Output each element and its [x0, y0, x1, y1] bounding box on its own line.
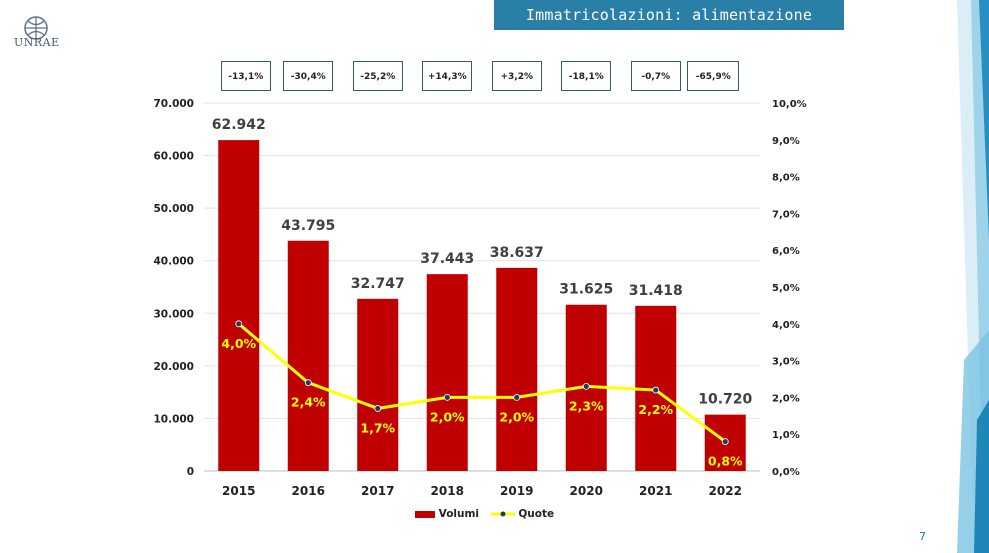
line-quote-label: 1,7% — [360, 420, 395, 435]
x-tick-label: 2018 — [431, 484, 464, 498]
logo-text: UNRAE — [14, 36, 60, 49]
y-right-tick-label: 9,0% — [772, 136, 800, 147]
bar-value-label: 62.942 — [212, 117, 266, 133]
legend-swatch-quote — [490, 511, 515, 517]
line-quote-point — [513, 393, 521, 401]
line-quote — [237, 322, 727, 443]
legend-label-volumi: Volumi — [438, 508, 480, 520]
yoy-change-box: -65,9% — [687, 61, 740, 91]
x-tick-label: 2021 — [639, 484, 672, 498]
legend-label-quote: Quote — [518, 508, 555, 520]
x-tick-label: 2015 — [222, 484, 255, 498]
line-quote-point — [304, 379, 312, 387]
bar-volumi — [218, 140, 260, 471]
line-quote-point — [652, 386, 660, 394]
line-quote-label: 4,0% — [221, 336, 256, 351]
x-tick-label: 2016 — [292, 484, 325, 498]
y-left-tick-label: 20.000 — [153, 361, 194, 373]
y-left-tick-label: 30.000 — [153, 308, 194, 320]
line-quote-point — [374, 405, 382, 412]
bar-value-label: 37.443 — [420, 251, 474, 267]
y-left-tick-label: 60.000 — [153, 151, 194, 163]
bar-volumi — [496, 267, 538, 471]
bar-value-label: 32.747 — [351, 276, 405, 292]
y-right-tick-label: 8,0% — [772, 173, 800, 184]
line-quote-label: 2,3% — [569, 398, 604, 413]
x-tick-label: 2020 — [570, 484, 603, 498]
y-left-tick-label: 40.000 — [153, 256, 194, 268]
x-tick-label: 2022 — [709, 484, 742, 498]
line-quote-label: 2,4% — [291, 395, 326, 410]
y-right-tick-label: 7,0% — [772, 209, 800, 220]
yoy-change-box: -13,1% — [220, 61, 271, 91]
x-tick-label: 2019 — [500, 484, 533, 498]
yoy-change-box: -25,2% — [352, 61, 403, 91]
yoy-change-box: -30,4% — [283, 61, 334, 91]
unrae-logo-icon — [24, 16, 48, 40]
yoy-change-box: -0,7% — [630, 61, 681, 91]
bar-volumi — [426, 274, 468, 471]
y-right-tick-label: 3,0% — [772, 357, 800, 368]
bar-value-label: 31.418 — [629, 283, 683, 299]
yoy-change-box: -18,1% — [561, 61, 612, 91]
y-right-tick-label: 4,0% — [772, 320, 800, 331]
chart-legend: Volumi Quote — [415, 508, 554, 520]
y-left-tick-label: 50.000 — [153, 203, 194, 215]
bar-value-label: 10.720 — [698, 392, 752, 408]
y-left-tick-label: 10.000 — [153, 413, 194, 425]
y-right-tick-label: 1,0% — [772, 430, 800, 441]
line-quote-label: 0,8% — [708, 454, 743, 469]
line-quote-point — [443, 393, 451, 401]
page-number: 7 — [919, 530, 926, 543]
y-right-tick-label: 10,0% — [772, 99, 807, 110]
line-quote-point — [235, 320, 243, 328]
bar-value-label: 38.637 — [490, 245, 544, 261]
y-right-tick-label: 5,0% — [772, 283, 800, 294]
decorative-side-shapes — [957, 0, 989, 553]
bar-volumi — [287, 240, 329, 471]
line-quote-point — [721, 438, 729, 445]
yoy-change-box: +14,3% — [422, 61, 473, 91]
line-quote-point — [582, 382, 590, 390]
bar-value-label: 43.795 — [281, 218, 335, 234]
line-quote-label: 2,2% — [638, 402, 673, 417]
y-left-tick-label: 0 — [187, 466, 194, 478]
y-right-tick-label: 2,0% — [772, 393, 800, 404]
line-quote-label: 2,0% — [430, 409, 465, 424]
slide-title: Immatricolazioni: alimentazione Metano — [494, 0, 844, 54]
yoy-change-box: +3,2% — [491, 61, 542, 91]
bar-volumi — [357, 298, 399, 471]
y-right-tick-label: 6,0% — [772, 246, 800, 257]
line-quote-label: 2,0% — [499, 409, 534, 424]
bar-value-label: 31.625 — [559, 282, 613, 298]
legend-swatch-volumi — [415, 510, 435, 518]
y-left-tick-label: 70.000 — [153, 98, 194, 110]
y-right-tick-label: 0,0% — [772, 467, 800, 478]
x-tick-label: 2017 — [361, 484, 394, 498]
